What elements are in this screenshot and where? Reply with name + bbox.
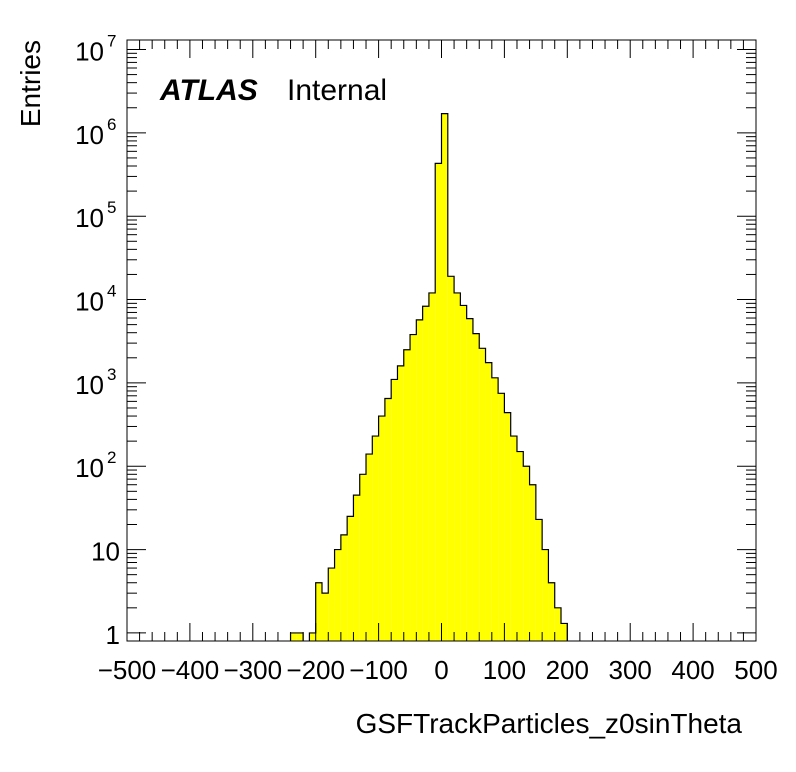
histogram-bar bbox=[561, 623, 568, 641]
y-tick-label: 10 bbox=[75, 203, 104, 233]
y-tick-label: 10 bbox=[75, 453, 104, 483]
y-tick-exponent: 6 bbox=[107, 115, 116, 134]
histogram-bar bbox=[403, 349, 411, 641]
histogram-bar bbox=[422, 306, 429, 641]
y-tick-exponent: 7 bbox=[107, 31, 116, 50]
x-tick-label: 200 bbox=[546, 655, 589, 685]
axis-ticks bbox=[126, 40, 757, 641]
x-tick-label: 0 bbox=[434, 655, 448, 685]
histogram-bars bbox=[289, 113, 568, 642]
histogram-bar bbox=[378, 416, 385, 641]
histogram-bar bbox=[485, 362, 492, 641]
histogram-bar bbox=[290, 632, 297, 641]
x-tick-label: −400 bbox=[161, 655, 220, 685]
histogram-bar bbox=[384, 398, 392, 641]
y-tick-exponent: 3 bbox=[107, 365, 116, 384]
y-tick-exponent: 5 bbox=[107, 198, 116, 217]
x-tick-label: 100 bbox=[483, 655, 526, 685]
x-tick-label: −500 bbox=[98, 655, 157, 685]
x-tick-label: 500 bbox=[734, 655, 777, 685]
histogram-bar bbox=[454, 292, 461, 641]
histogram-bar bbox=[491, 377, 499, 641]
histogram-bar bbox=[391, 379, 398, 641]
x-tick-label: 300 bbox=[609, 655, 652, 685]
plot-frame bbox=[126, 39, 757, 642]
histogram-bar bbox=[510, 436, 517, 641]
histogram-bar bbox=[516, 451, 524, 641]
histogram-bar bbox=[334, 549, 341, 641]
histogram-bar bbox=[535, 519, 543, 641]
atlas-label: ATLAS bbox=[159, 74, 258, 107]
histogram-bar bbox=[328, 568, 335, 641]
histogram-bar bbox=[466, 318, 473, 641]
x-tick-labels: −500 −400 −300 −200 −100 0 100 200 300 400 500 bbox=[98, 655, 778, 685]
histogram-bar bbox=[460, 305, 467, 641]
histogram-bar bbox=[315, 582, 322, 641]
histogram-bar bbox=[353, 495, 360, 641]
histogram-bar bbox=[441, 113, 448, 642]
histogram-bar bbox=[428, 292, 436, 641]
x-tick-label: −300 bbox=[224, 655, 283, 685]
y-tick-exponent: 2 bbox=[107, 448, 116, 467]
histogram-bar bbox=[416, 319, 423, 641]
histogram-bar bbox=[309, 632, 316, 641]
histogram-bar bbox=[435, 163, 442, 642]
histogram-bar bbox=[372, 436, 379, 641]
y-tick-exponent: 4 bbox=[107, 282, 116, 301]
y-tick-label: 10 bbox=[91, 537, 120, 567]
histogram-bar bbox=[359, 474, 367, 641]
x-tick-label: −100 bbox=[349, 655, 408, 685]
x-axis-title: GSFTrackParticles_z0sinTheta bbox=[356, 708, 743, 739]
y-tick-label: 10 bbox=[75, 370, 104, 400]
x-tick-label: −200 bbox=[286, 655, 345, 685]
histogram-bar bbox=[447, 276, 455, 641]
histogram-bar bbox=[410, 334, 417, 641]
y-tick-label: 1 bbox=[106, 620, 120, 650]
histogram-bar bbox=[340, 534, 348, 641]
histogram-bar bbox=[296, 632, 304, 641]
histogram-bar bbox=[347, 516, 354, 641]
x-tick-label: 400 bbox=[671, 655, 714, 685]
histogram-bar bbox=[529, 484, 536, 641]
histogram-bar bbox=[554, 607, 562, 641]
histogram-bar bbox=[523, 466, 530, 641]
histogram-bar bbox=[548, 582, 555, 641]
histogram-bar bbox=[542, 549, 549, 641]
internal-label: Internal bbox=[287, 74, 387, 107]
histogram-bar bbox=[479, 348, 486, 641]
histogram-bar bbox=[397, 365, 404, 641]
y-tick-label: 10 bbox=[75, 287, 104, 317]
y-tick-label: 10 bbox=[75, 120, 104, 150]
y-tick-label: 10 bbox=[75, 36, 104, 66]
y-axis-title: Entries bbox=[15, 40, 46, 127]
histogram-bar bbox=[366, 454, 373, 641]
histogram-bar bbox=[472, 333, 480, 641]
histogram-bar bbox=[321, 593, 329, 641]
histogram-bar bbox=[498, 393, 505, 641]
histogram-bar bbox=[504, 412, 511, 641]
